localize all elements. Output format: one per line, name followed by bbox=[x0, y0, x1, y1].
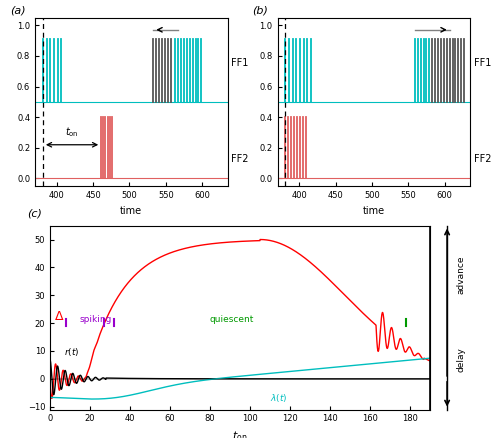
Text: $t_{\rm on}$: $t_{\rm on}$ bbox=[65, 125, 79, 139]
Text: FF1: FF1 bbox=[474, 58, 491, 68]
X-axis label: time: time bbox=[120, 205, 142, 215]
Text: $\Delta$: $\Delta$ bbox=[54, 311, 64, 323]
Text: delay: delay bbox=[456, 347, 466, 372]
X-axis label: time: time bbox=[362, 205, 385, 215]
Text: (c): (c) bbox=[27, 208, 42, 218]
Text: advance: advance bbox=[456, 256, 466, 294]
Text: $\lambda(t)$: $\lambda(t)$ bbox=[270, 392, 287, 404]
Text: spiking: spiking bbox=[80, 315, 112, 324]
Text: FF2: FF2 bbox=[232, 154, 249, 164]
Text: quiescent: quiescent bbox=[210, 315, 254, 324]
Text: FF1: FF1 bbox=[232, 58, 248, 68]
Text: FF2: FF2 bbox=[474, 154, 492, 164]
Text: (a): (a) bbox=[10, 6, 26, 16]
Text: (b): (b) bbox=[252, 6, 268, 16]
X-axis label: $t_{\rm on}$: $t_{\rm on}$ bbox=[232, 429, 248, 438]
Text: $r(t)$: $r(t)$ bbox=[64, 346, 80, 358]
